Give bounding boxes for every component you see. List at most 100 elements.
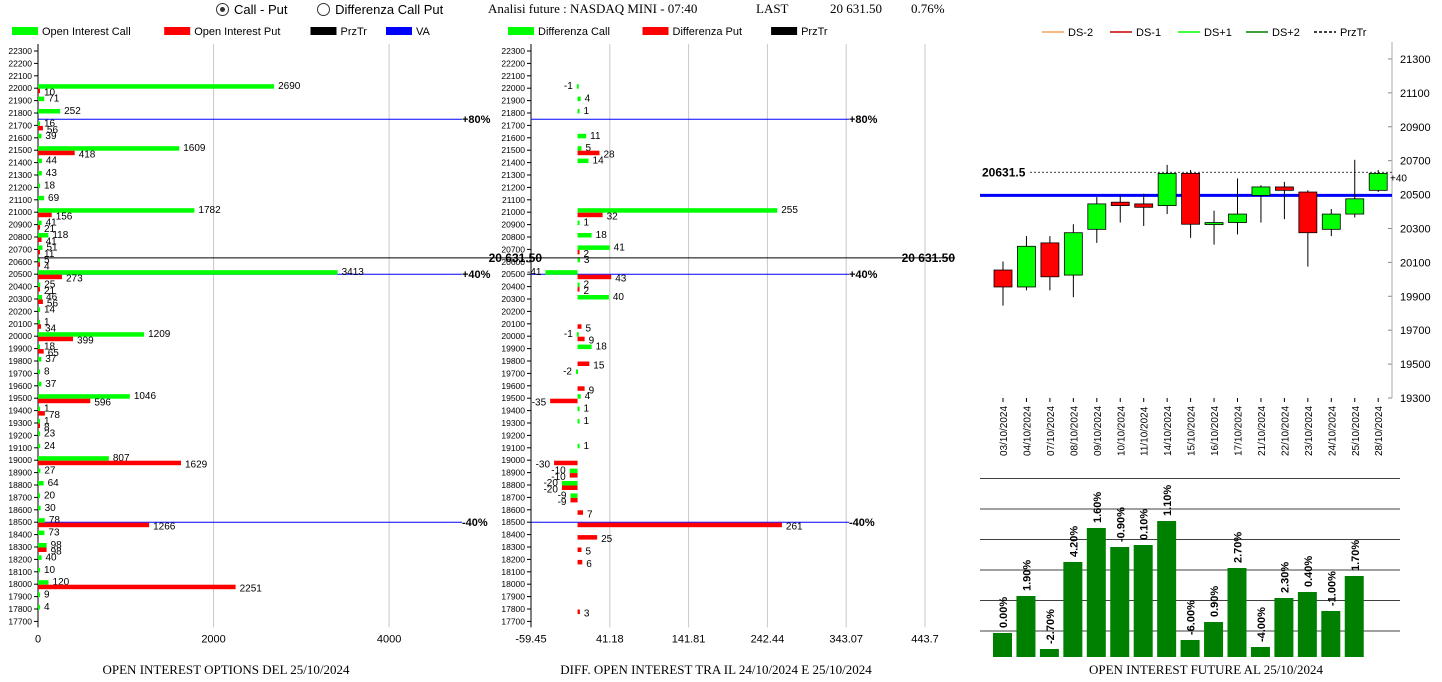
radio-call-put-label[interactable]: Call - Put	[234, 2, 288, 17]
p2-call-bar-20800	[577, 233, 592, 238]
p2-ylabel-3: 22000	[501, 83, 525, 93]
p1-put-value-20900: 21	[44, 224, 56, 235]
p1-call-bar-22000	[38, 84, 275, 89]
p1-call-value-20500: 3413	[342, 267, 365, 278]
p2-call-bar-21400	[577, 158, 589, 164]
view-mode-radio-group: Call - Put Differenza Call Put	[216, 2, 443, 19]
candle-ytick-5: 20300	[1400, 223, 1431, 235]
p2-ylabel-31: 19200	[501, 430, 525, 440]
p2-call-bar-18900	[569, 468, 578, 474]
p1-call-value-19700: 8	[44, 366, 50, 377]
p1-call-value-20400: 25	[44, 280, 56, 291]
p1-call-bar-21400	[38, 158, 42, 164]
future-bar-15	[1344, 576, 1364, 657]
p2-call-bar-20400	[577, 282, 580, 288]
radio-diff-indicator[interactable]	[317, 3, 331, 16]
p2-ylabel-27: 19600	[501, 381, 525, 391]
p2-put-value-19000: -30	[536, 460, 551, 471]
radio-diff-call-put[interactable]: Differenza Call Put	[317, 2, 443, 17]
header-title: Analisi future : NASDAQ MINI - 07:40	[488, 1, 698, 16]
p1-ylabel-4: 21900	[8, 96, 32, 106]
p1-call-bar-20800	[38, 233, 49, 238]
p1-call-bar-18900	[38, 468, 41, 474]
p2-legend-swatch-2	[771, 27, 798, 35]
p1-put-bar-20400	[38, 287, 40, 292]
p1-call-value-21300: 43	[46, 168, 58, 179]
p1-call-bar-21900	[38, 96, 45, 102]
candle-date-11: 21/10/2024	[1257, 406, 1268, 456]
p2-xtick-0: -59.45	[515, 633, 546, 645]
p1-ylabel-30: 19300	[8, 418, 32, 428]
p1-ylabel-33: 19000	[8, 455, 32, 465]
future-bar-label-2: -2.70%	[1045, 609, 1057, 644]
p1-put-value-18500: 1266	[153, 522, 176, 533]
candle-body-0	[993, 269, 1013, 288]
p1-put-value-20100: 34	[45, 323, 57, 334]
p1-ylabel-12: 21100	[9, 195, 32, 205]
candle-date-0: 03/10/2024	[999, 406, 1010, 456]
p1-ylabel-0: 22300	[8, 46, 32, 56]
p1-call-value-21400: 44	[46, 156, 58, 167]
radio-diff-label[interactable]: Differenza Call Put	[335, 2, 444, 17]
p2-put-bar-20100	[577, 324, 582, 329]
p2-ylabel-37: 18600	[501, 505, 525, 515]
p2-put-value-19600: 9	[589, 385, 595, 396]
p1-call-bar-19500	[38, 394, 130, 399]
radio-call-put[interactable]: Call - Put	[216, 2, 287, 17]
p1-put-bar-20000	[38, 336, 74, 342]
p1-ylabel-24: 19900	[8, 344, 32, 354]
p1-call-value-20900: 41	[46, 218, 58, 229]
p1-ylabel-45: 17800	[8, 604, 32, 614]
future-bar-0	[993, 633, 1012, 657]
p2-legend-label-0: Differenza Call	[538, 26, 610, 38]
p2-put-value-19500: -35	[532, 398, 547, 409]
p2-call-bar-19900	[577, 344, 592, 350]
p2-call-value-20500: -41	[527, 267, 542, 278]
p1-call-bar-21000	[38, 208, 195, 213]
p1-call-value-19000: 807	[113, 453, 130, 464]
p1-ylabel-15: 20800	[8, 232, 32, 242]
radio-call-put-indicator[interactable]	[216, 3, 229, 16]
p1-put-bar-19900	[38, 349, 44, 354]
p1-ylabel-26: 19700	[8, 368, 32, 378]
p1-put-value-20300: 56	[47, 299, 59, 310]
p2-put-bar-18400	[577, 535, 598, 540]
p2-call-bar-21800	[577, 109, 580, 114]
p1-put-bar-19500	[38, 398, 91, 404]
p1-call-bar-17800	[38, 605, 40, 610]
p2-put-bar-19600	[577, 386, 585, 391]
candle-body-4	[1087, 203, 1107, 230]
p2-call-value-21000: 255	[781, 205, 798, 216]
p1-va-label-0: +80%	[462, 114, 491, 126]
candle-ytick-2: 20900	[1400, 122, 1431, 134]
future-bar-label-13: 0.40%	[1303, 556, 1315, 587]
p1-call-bar-20000	[38, 332, 145, 337]
p1-legend-swatch-3	[386, 27, 412, 35]
p1-put-value-19000: 1629	[185, 460, 208, 471]
p1-put-bar-20800	[38, 237, 42, 242]
candle-date-9: 16/10/2024	[1210, 406, 1221, 456]
p1-legend-label-0: Open Interest Call	[42, 26, 131, 38]
p1-put-bar-20600	[38, 262, 40, 267]
p1-call-bar-19000	[38, 456, 109, 461]
p2-call-value-18800: -20	[543, 478, 558, 489]
candle-body-7	[1157, 172, 1177, 206]
p2-put-bar-18900	[569, 473, 578, 478]
p1-call-value-21200: 18	[44, 180, 56, 191]
future-bar-6	[1133, 545, 1153, 657]
future-bar-5	[1110, 547, 1130, 657]
p2-xtick-1: 41.18	[596, 633, 624, 645]
future-bar-label-9: 0.90%	[1209, 586, 1221, 617]
future-bar-9	[1204, 622, 1224, 657]
p2-put-bar-18500	[577, 522, 782, 528]
p1-ylabel-25: 19800	[8, 356, 32, 366]
p2-ylabel-35: 18800	[501, 480, 525, 490]
p2-call-bar-20300	[577, 295, 609, 300]
p2-call-bar-21500	[577, 146, 582, 151]
p1-call-bar-20300	[38, 295, 43, 300]
p1-put-value-18000: 2251	[240, 584, 263, 595]
p2-put-value-20100: 5	[585, 323, 591, 334]
p2-va-label-0: +80%	[849, 114, 878, 126]
p2-call-value-19100: 1	[584, 441, 590, 452]
future-bar-7	[1157, 521, 1177, 657]
